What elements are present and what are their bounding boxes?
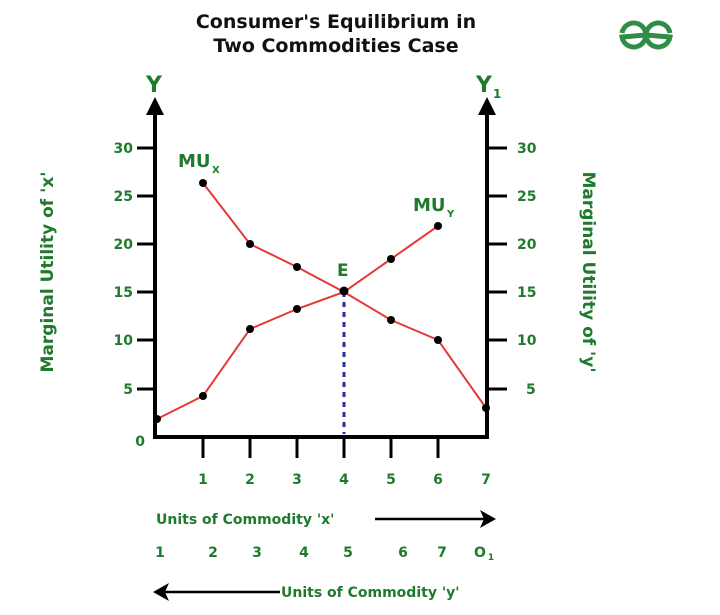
svg-text:1: 1 [198,472,208,488]
data-points [153,179,490,423]
equilibrium-label: E [337,261,349,281]
svg-text:1: 1 [493,87,501,101]
mux-label: MU X [178,151,220,176]
svg-text:6: 6 [433,472,443,488]
svg-text:MU: MU [178,151,211,172]
svg-text:25: 25 [114,189,133,205]
svg-text:20: 20 [114,237,134,253]
svg-text:5: 5 [123,382,133,398]
chart-title-line2: Two Commodities Case [213,35,459,57]
svg-text:2: 2 [245,472,255,488]
x-ticks [201,437,440,458]
svg-text:O: O [474,545,486,561]
svg-text:0: 0 [135,434,145,450]
x-axis-title: Units of Commodity 'x' [156,512,334,528]
svg-text:20: 20 [517,237,537,253]
left-axis-name: Y [145,73,163,98]
svg-text:4: 4 [339,472,349,488]
axes [153,108,489,439]
svg-text:3: 3 [292,472,302,488]
svg-text:10: 10 [114,333,134,349]
svg-text:7: 7 [437,545,447,561]
svg-text:6: 6 [398,545,408,561]
right-arrow-icon [480,510,496,528]
svg-text:30: 30 [114,141,134,157]
svg-text:X: X [212,165,220,176]
chart-title: Consumer's Equilibrium in Two Commoditie… [0,10,720,58]
left-arrow-icon [153,583,169,601]
svg-text:2: 2 [208,545,218,561]
muy-label: MU Y [413,195,455,220]
svg-text:5: 5 [343,545,353,561]
right-axis-title: Marginal Utility of 'y' [578,171,598,372]
svg-text:Y: Y [446,209,455,220]
x-tick-labels: 1 2 3 4 5 6 7 [198,472,491,488]
svg-text:5: 5 [386,472,396,488]
svg-text:1: 1 [155,545,165,561]
svg-text:5: 5 [526,382,536,398]
svg-text:10: 10 [517,333,537,349]
y-units-tick-labels: 1 2 3 4 5 6 7 O 1 [155,545,494,563]
x-axis-title-y: Units of Commodity 'y' [281,585,460,601]
svg-text:MU: MU [413,195,446,216]
left-tick-labels: 30 25 20 15 10 5 0 [114,141,146,450]
svg-text:25: 25 [517,189,536,205]
svg-text:1: 1 [488,553,494,563]
svg-text:30: 30 [517,141,537,157]
svg-text:Y: Y [475,73,493,98]
right-ticks [487,146,507,391]
chart-title-line1: Consumer's Equilibrium in [195,11,477,33]
svg-text:3: 3 [252,545,262,561]
right-axis-arrow-icon [478,97,496,115]
svg-text:15: 15 [114,285,133,301]
svg-text:4: 4 [299,545,309,561]
right-axis-name: Y 1 [475,73,501,101]
left-axis-arrow-icon [146,97,164,115]
left-ticks [137,146,155,391]
svg-text:7: 7 [481,472,491,488]
gfg-logo-icon [619,20,673,50]
left-axis-title: Marginal Utility of 'x' [38,172,58,373]
right-tick-labels: 30 25 20 15 10 5 [517,141,537,398]
svg-text:15: 15 [517,285,536,301]
